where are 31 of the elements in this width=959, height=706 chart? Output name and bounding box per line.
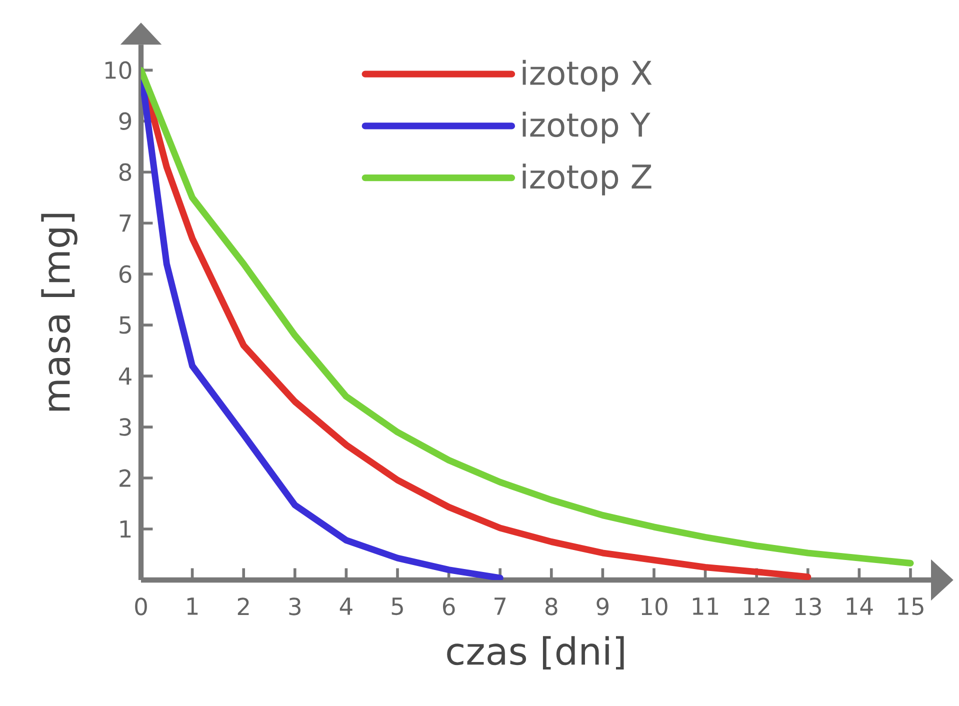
x-tick-label: 3 bbox=[289, 598, 300, 616]
x-tick-label: 8 bbox=[546, 598, 558, 616]
x-tick-label: 14 bbox=[846, 598, 873, 615]
y-tick-label: 1 bbox=[120, 520, 131, 538]
legend-label: izotop Y bbox=[522, 112, 650, 144]
x-tick-label: 4 bbox=[340, 598, 352, 615]
x-tick-label: 2 bbox=[238, 598, 249, 616]
x-tick-label: 11 bbox=[692, 598, 718, 615]
y-tick-label: 2 bbox=[120, 469, 130, 487]
y-tick-label: 6 bbox=[119, 265, 132, 283]
x-tick-label: 10 bbox=[642, 598, 668, 616]
x-axis-title: czas [dni] bbox=[447, 636, 624, 670]
x-tick-label: 15 bbox=[898, 598, 924, 616]
legend-label: izotop Z bbox=[522, 164, 652, 196]
x-tick-label: 7 bbox=[494, 598, 506, 615]
x-tick-label: 12 bbox=[744, 598, 770, 616]
x-tick-label: 13 bbox=[796, 598, 821, 616]
y-tick-label: 8 bbox=[119, 163, 132, 181]
x-tick-label: 0 bbox=[135, 598, 147, 616]
x-tick-label: 6 bbox=[443, 598, 455, 616]
y-tick-label: 10 bbox=[105, 61, 132, 80]
y-tick-label: 4 bbox=[118, 368, 132, 385]
legend-label: izotop X bbox=[522, 60, 652, 92]
y-tick-label: 5 bbox=[120, 316, 131, 334]
y-tick-label: 3 bbox=[120, 418, 131, 436]
x-tick-label: 9 bbox=[596, 598, 609, 616]
y-tick-label: 9 bbox=[119, 112, 132, 130]
x-tick-label: 1 bbox=[187, 598, 198, 615]
y-axis-title: masa [mg] bbox=[41, 214, 78, 411]
y-tick-label: 7 bbox=[120, 214, 131, 232]
x-tick-label: 5 bbox=[392, 598, 403, 616]
